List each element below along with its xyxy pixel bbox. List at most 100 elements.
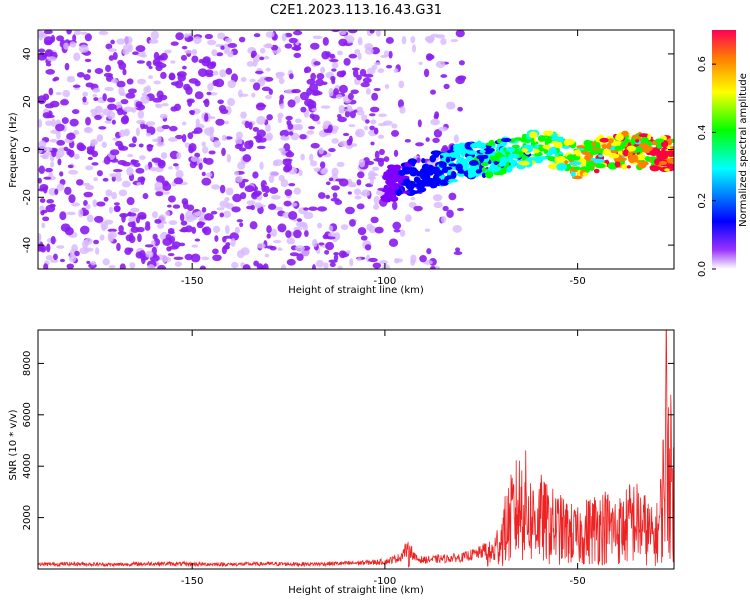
heatmap-noise-cell (56, 245, 65, 249)
heatmap-noise-cell (212, 254, 222, 262)
heatmap-noise-cell (455, 30, 465, 38)
heatmap-noise-cell (199, 265, 207, 269)
heatmap-noise-cell (269, 246, 277, 251)
heatmap-noise-cell (369, 178, 374, 185)
heatmap-noise-cell (38, 149, 43, 154)
heatmap-noise-cell (410, 196, 416, 201)
heatmap-noise-cell (325, 194, 331, 200)
heatmap-noise-cell (117, 231, 127, 235)
heatmap-signal-cell (606, 142, 612, 150)
heatmap-noise-cell (151, 157, 162, 163)
heatmap-noise-cell (135, 45, 146, 53)
heatmap-noise-cell (227, 43, 238, 48)
heatmap-noise-cell (331, 68, 337, 72)
heatmap-noise-cell (225, 67, 233, 75)
heatmap-noise-cell (201, 141, 206, 147)
heatmap-noise-cell (38, 52, 47, 61)
heatmap-signal-cell (485, 142, 496, 146)
heatmap-noise-cell (106, 110, 116, 120)
heatmap-noise-cell (102, 258, 110, 266)
heatmap-noise-cell (331, 167, 339, 177)
heatmap-noise-cell (188, 109, 196, 115)
heatmap-noise-cell (432, 137, 440, 143)
heatmap-signal-cell (542, 130, 554, 136)
heatmap-noise-cell (202, 157, 208, 164)
heatmap-noise-cell (277, 112, 284, 119)
heatmap-noise-cell (401, 35, 407, 45)
heatmap-noise-cell (122, 68, 127, 76)
heatmap-noise-cell (204, 112, 209, 122)
heatmap-noise-cell (110, 39, 115, 45)
heatmap-noise-cell (148, 39, 159, 44)
heatmap-signal-cell (466, 150, 478, 155)
heatmap-noise-cell (93, 239, 100, 245)
heatmap-noise-cell (111, 191, 118, 200)
heatmap-noise-cell (319, 161, 326, 169)
heatmap-noise-cell (320, 168, 327, 175)
heatmap-noise-cell (150, 30, 160, 40)
heatmap-noise-cell (442, 205, 449, 212)
colorbar-tick-label: 0.2 (697, 193, 708, 209)
heatmap-noise-cell (433, 113, 439, 120)
heatmap-noise-cell (413, 205, 423, 212)
heatmap-noise-cell (343, 57, 351, 66)
heatmap-noise-cell (325, 241, 335, 251)
heatmap-signal-cell (407, 158, 417, 165)
heatmap-noise-cell (71, 109, 80, 115)
heatmap-noise-cell (285, 115, 293, 121)
heatmap-noise-cell (87, 156, 93, 161)
heatmap-noise-cell (386, 64, 393, 69)
heatmap-noise-cell (360, 235, 368, 241)
heatmap-noise-cell (391, 201, 398, 211)
heatmap-noise-cell (66, 76, 75, 80)
heatmap-noise-cell (283, 165, 291, 173)
heatmap-noise-cell (388, 238, 399, 247)
heatmap-noise-cell (235, 131, 243, 140)
heatmap-noise-cell (49, 259, 59, 263)
heatmap-noise-cell (68, 149, 75, 158)
heatmap-noise-cell (333, 251, 340, 256)
heatmap-noise-cell (117, 59, 124, 66)
heatmap-noise-cell (214, 235, 219, 242)
heatmap-noise-cell (275, 71, 286, 77)
heatmap-noise-cell (105, 43, 113, 50)
heatmap-noise-cell (215, 118, 225, 126)
heatmap-noise-cell (184, 225, 193, 233)
heatmap-noise-cell (348, 135, 353, 144)
heatmap-signal-cell (575, 149, 581, 157)
heatmap-signal-cell (480, 162, 490, 167)
heatmap-noise-cell (108, 206, 113, 214)
heatmap-noise-cell (433, 129, 443, 138)
heatmap-noise-cell (115, 171, 122, 179)
heatmap-signal-cell (581, 150, 590, 155)
spectrogram-y-ticks: -40 -20 0 20 40 (22, 48, 674, 253)
heatmap-noise-cell (369, 173, 379, 177)
heatmap-noise-cell (256, 145, 266, 150)
heatmap-signal-cell (401, 190, 413, 194)
heatmap-noise-cell (84, 58, 92, 63)
heatmap-noise-cell (145, 250, 154, 258)
heatmap-noise-cell (259, 161, 264, 170)
heatmap-noise-cell (455, 247, 461, 252)
heatmap-noise-cell (56, 139, 66, 146)
heatmap-noise-cell (348, 53, 358, 59)
heatmap-noise-cell (327, 124, 333, 133)
heatmap-noise-cell (398, 80, 405, 89)
heatmap-noise-cell (293, 229, 302, 239)
heatmap-noise-cell (287, 99, 296, 108)
heatmap-noise-cell (242, 154, 252, 163)
spectrogram-y-tick-label: 40 (22, 48, 33, 61)
heatmap-noise-cell (107, 233, 113, 242)
heatmap-noise-cell (184, 33, 189, 38)
heatmap-signal-cell (445, 156, 451, 163)
heatmap-noise-cell (68, 169, 79, 175)
snr-frame (37, 329, 675, 570)
heatmap-noise-cell (372, 262, 382, 269)
heatmap-noise-cell (345, 144, 353, 150)
heatmap-noise-cell (126, 197, 135, 206)
heatmap-noise-cell (251, 50, 257, 57)
heatmap-signal-cell (554, 156, 559, 163)
heatmap-noise-cell (122, 115, 129, 124)
heatmap-noise-cell (196, 221, 204, 229)
heatmap-noise-cell (107, 228, 118, 233)
